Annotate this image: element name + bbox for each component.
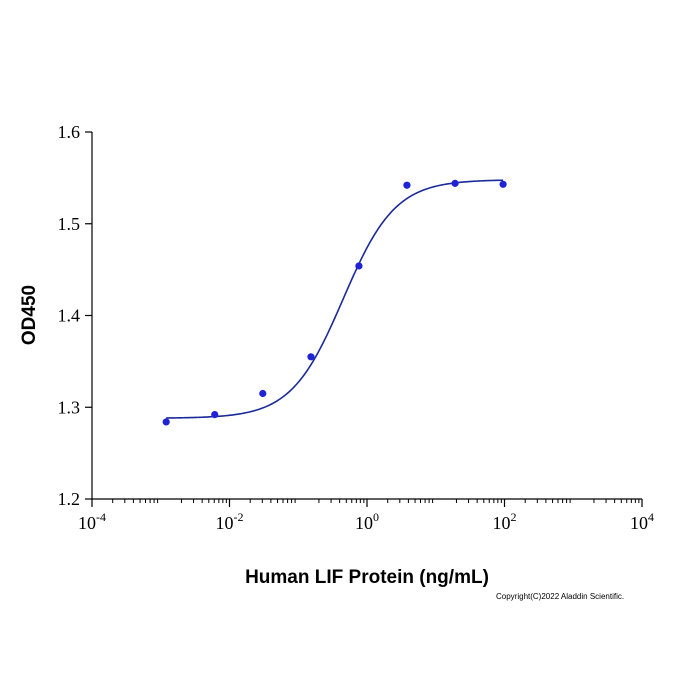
- fit-curve: [166, 179, 504, 419]
- y-tick-label: 1.3: [58, 397, 81, 417]
- x-tick-label: 104: [630, 510, 654, 533]
- y-tick-label: 1.2: [58, 489, 81, 509]
- data-point: [355, 262, 363, 270]
- x-tick-base: 10: [216, 513, 234, 533]
- data-point: [307, 353, 315, 361]
- x-tick-base: 10: [493, 513, 511, 533]
- copyright-text: Copyright(C)2022 Aladdin Scientific.: [496, 592, 624, 601]
- x-tick-label: 100: [355, 510, 379, 533]
- data-point: [162, 418, 170, 426]
- fit-curve-layer: [166, 179, 504, 419]
- x-tick-label: 10-4: [78, 510, 106, 533]
- data-point: [499, 180, 507, 188]
- ticks: 1.21.31.41.51.610-4 10-2 100 102 104: [58, 122, 655, 533]
- x-tick-exponent: -4: [96, 510, 106, 524]
- x-tick-base: 10: [355, 513, 373, 533]
- data-point: [211, 410, 219, 419]
- x-tick-exponent: -2: [234, 510, 244, 524]
- y-axis-title: OD450: [19, 285, 40, 345]
- x-axis-title: Human LIF Protein (ng/mL): [245, 567, 489, 588]
- data-point: [259, 389, 267, 398]
- data-point: [403, 181, 411, 189]
- x-tick-label: 10-2: [216, 510, 244, 533]
- axes: [91, 132, 642, 500]
- x-tick-exponent: 0: [373, 510, 379, 524]
- y-tick-label: 1.6: [58, 122, 81, 142]
- data-point: [451, 179, 459, 187]
- x-tick-exponent: 4: [648, 510, 654, 524]
- x-tick-label: 102: [493, 510, 517, 533]
- data-points-layer: [162, 179, 507, 426]
- y-tick-label: 1.5: [58, 214, 81, 234]
- x-tick-base: 10: [78, 513, 96, 533]
- x-tick-exponent: 2: [511, 510, 517, 524]
- y-tick-label: 1.4: [58, 306, 81, 326]
- x-tick-base: 10: [630, 513, 648, 533]
